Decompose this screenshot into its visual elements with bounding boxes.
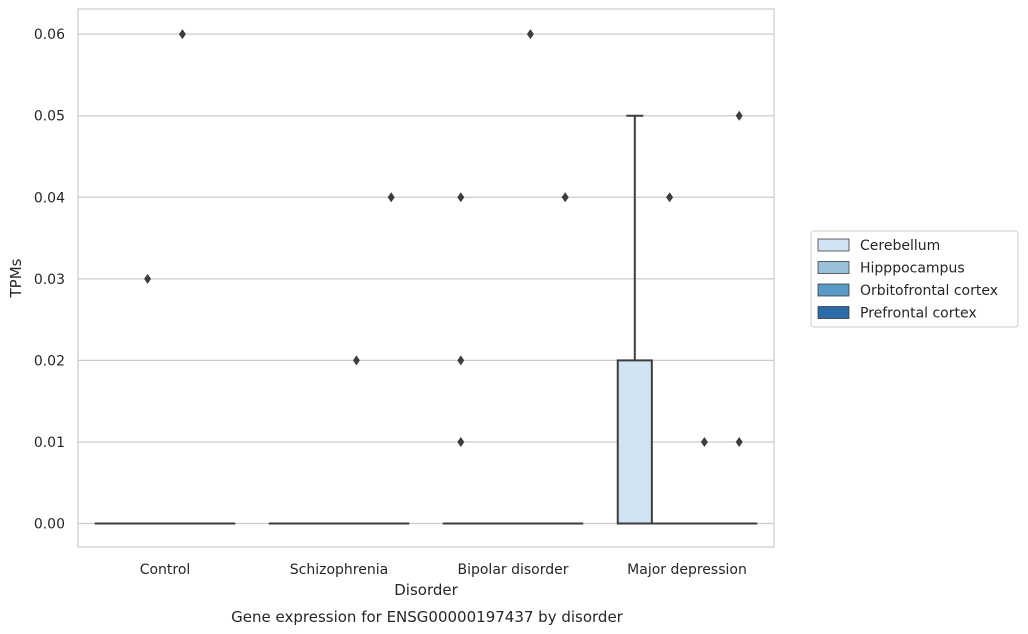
outlier-point: [144, 273, 152, 284]
y-tick-label: 0.00: [34, 517, 65, 533]
legend-items: Cerebellum Hipppocampus Orbitofrontal cort…: [817, 238, 998, 322]
y-tick-label: 0.02: [34, 353, 65, 369]
box-group: [442, 192, 479, 525]
y-tick-label: 0.01: [34, 435, 65, 451]
y-tick-label: 0.03: [34, 272, 65, 288]
box-group: [547, 192, 584, 525]
box-group: [721, 110, 758, 525]
box-group: [129, 273, 166, 525]
legend-label: Orbitofrontal cortex: [860, 283, 998, 299]
legend-item: Hipppocampus: [817, 261, 965, 277]
box-group: [686, 436, 723, 525]
x-tick-label: Major depression: [627, 562, 747, 578]
legend-label: Cerebellum: [860, 238, 940, 254]
legend-label: Hipppocampus: [860, 261, 965, 277]
legend-swatch: [817, 306, 850, 319]
outlier-point: [700, 436, 708, 447]
outlier-point: [457, 192, 465, 203]
box-group: [616, 114, 653, 525]
outlier-point: [457, 355, 465, 366]
outlier-point: [666, 192, 674, 203]
legend-frame: [810, 230, 1019, 328]
y-tick-label: 0.05: [34, 109, 65, 125]
x-axis-ticks: Control Schizophrenia Bipolar disorder Majo…: [140, 562, 747, 578]
x-tick-label: Control: [140, 562, 191, 578]
outlier-point: [735, 436, 743, 447]
outlier-point: [352, 355, 360, 366]
y-axis-ticks: 0.00 0.01 0.02 0.03 0.04 0.05 0.06: [34, 27, 65, 532]
outlier-point: [561, 192, 569, 203]
x-axis-title: Disorder: [394, 581, 458, 599]
outlier-point: [457, 436, 465, 447]
legend-item: Prefrontal cortex: [817, 306, 977, 322]
legend-item: Cerebellum: [817, 238, 940, 254]
y-tick-label: 0.06: [34, 27, 65, 43]
legend-swatch: [817, 238, 850, 252]
box-marks: [94, 29, 758, 525]
y-tick-label: 0.04: [34, 190, 65, 206]
chart-caption: Gene expression for ENSG00000197437 by d…: [231, 608, 624, 626]
box-group: [164, 29, 201, 525]
legend-swatch: [817, 283, 850, 297]
legend-label: Prefrontal cortex: [860, 306, 977, 322]
outlier-point: [387, 192, 395, 203]
legend-swatch: [817, 261, 850, 274]
box: [616, 359, 653, 525]
box-group: [338, 355, 375, 525]
outlier-point: [178, 29, 186, 40]
outlier-point: [735, 110, 743, 121]
legend: Cerebellum Hipppocampus Orbitofrontal cort…: [810, 230, 1019, 328]
box-group: [651, 192, 688, 525]
legend-item: Orbitofrontal cortex: [817, 283, 998, 299]
box-group: [373, 192, 410, 525]
box-group: [512, 29, 549, 525]
gridlines: [78, 33, 774, 525]
plot-area-frame: [77, 8, 775, 548]
x-tick-label: Bipolar disorder: [457, 562, 568, 578]
outlier-point: [526, 29, 534, 40]
x-tick-label: Schizophrenia: [290, 562, 388, 578]
y-axis-title: TPMs: [7, 258, 25, 298]
